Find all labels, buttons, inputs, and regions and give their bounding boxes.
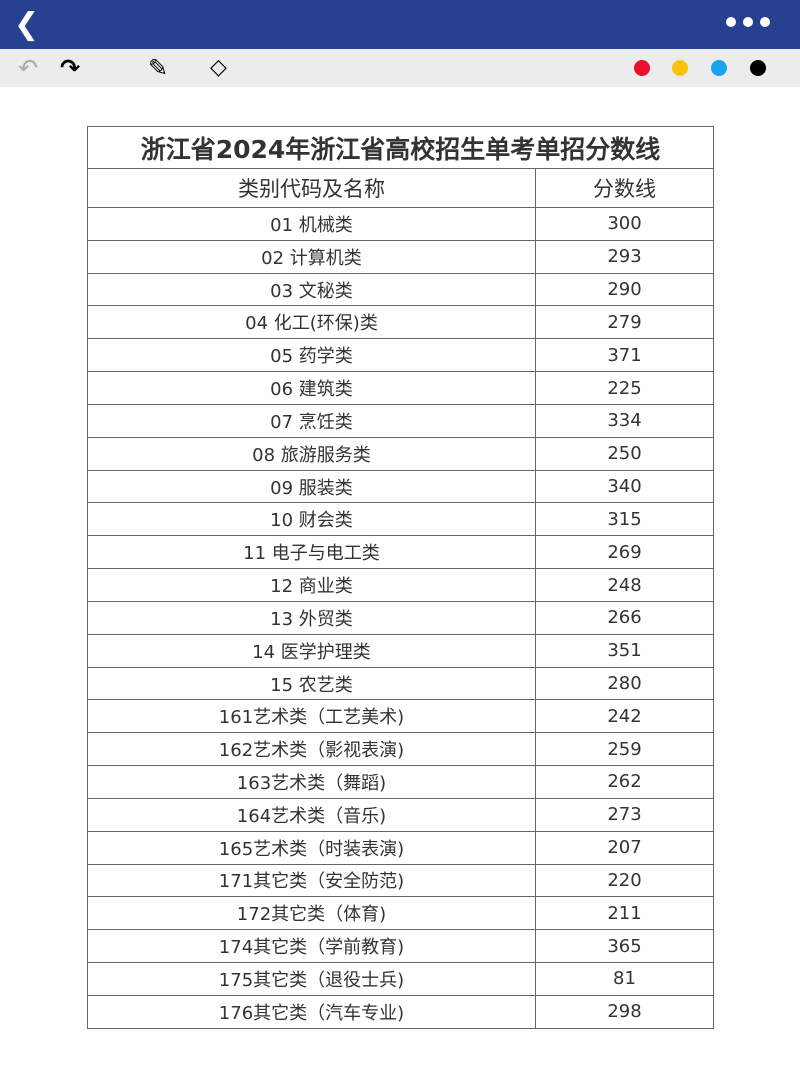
- table-row: 162艺术类（影视表演) 259: [87, 732, 714, 767]
- cell-score: 259: [535, 732, 714, 767]
- pencil-icon[interactable]: ✎: [148, 54, 169, 82]
- table-row: 07 烹饪类 334: [87, 403, 714, 438]
- cell-category: 01 机械类: [87, 207, 536, 241]
- table-row: 03 文秘类 290: [87, 272, 714, 307]
- cell-category: 161艺术类（工艺美术): [87, 699, 536, 734]
- table-row: 08 旅游服务类 250: [87, 436, 714, 471]
- cell-category: 09 服装类: [87, 469, 536, 504]
- table-row: 04 化工(环保)类 279: [87, 305, 714, 340]
- table-row: 10 财会类 315: [87, 502, 714, 537]
- table-row: 176其它类（汽车专业) 298: [87, 994, 714, 1029]
- cell-score: 250: [535, 436, 714, 471]
- undo-icon[interactable]: ↶: [18, 54, 39, 82]
- table-row: 09 服装类 340: [87, 469, 714, 504]
- cell-category: 08 旅游服务类: [87, 436, 536, 471]
- table-row: 14 医学护理类 351: [87, 633, 714, 668]
- cell-score: 351: [535, 633, 714, 668]
- cell-score: 340: [535, 469, 714, 504]
- cell-score: 298: [535, 994, 714, 1029]
- cell-score: 242: [535, 699, 714, 734]
- cell-category: 05 药学类: [87, 338, 536, 373]
- cell-score: 207: [535, 830, 714, 865]
- header-score: 分数线: [535, 168, 714, 208]
- table-row: 161艺术类（工艺美术) 242: [87, 699, 714, 734]
- table-row: 13 外贸类 266: [87, 600, 714, 635]
- top-bar: ❮: [0, 0, 800, 49]
- table-row: 165艺术类（时装表演) 207: [87, 830, 714, 865]
- cell-score: 269: [535, 535, 714, 570]
- table-row: 15 农艺类 280: [87, 666, 714, 701]
- redo-icon[interactable]: ↷: [60, 54, 81, 82]
- color-blue-swatch[interactable]: [711, 60, 727, 76]
- cell-score: 262: [535, 765, 714, 799]
- table-row: 175其它类（退役士兵) 81: [87, 962, 714, 996]
- cell-score: 225: [535, 371, 714, 405]
- score-table: 浙江省2024年浙江省高校招生单考单招分数线 类别代码及名称 分数线 01 机械…: [87, 126, 714, 1029]
- cell-score: 81: [535, 962, 714, 996]
- more-ellipsis-icon[interactable]: [726, 17, 770, 27]
- cell-category: 14 医学护理类: [87, 633, 536, 668]
- header-category: 类别代码及名称: [87, 168, 536, 208]
- cell-score: 266: [535, 600, 714, 635]
- cell-score: 273: [535, 797, 714, 832]
- table-row: 174其它类（学前教育) 365: [87, 929, 714, 964]
- cell-category: 176其它类（汽车专业): [87, 994, 536, 1029]
- drawing-toolbar: ↶ ↷ ✎ ◇: [0, 49, 800, 87]
- color-red-swatch[interactable]: [634, 60, 650, 76]
- table-row: 164艺术类（音乐) 273: [87, 797, 714, 832]
- table-row: 12 商业类 248: [87, 568, 714, 602]
- color-black-swatch[interactable]: [750, 60, 766, 76]
- cell-score: 334: [535, 403, 714, 438]
- table-row: 02 计算机类 293: [87, 239, 714, 274]
- cell-score: 315: [535, 502, 714, 537]
- cell-category: 165艺术类（时装表演): [87, 830, 536, 865]
- cell-score: 300: [535, 207, 714, 241]
- cell-category: 15 农艺类: [87, 666, 536, 701]
- table-row: 171其它类（安全防范) 220: [87, 863, 714, 898]
- cell-category: 07 烹饪类: [87, 403, 536, 438]
- cell-category: 06 建筑类: [87, 371, 536, 405]
- cell-category: 172其它类（体育): [87, 896, 536, 931]
- cell-score: 211: [535, 896, 714, 931]
- color-yellow-swatch[interactable]: [672, 60, 688, 76]
- cell-score: 371: [535, 338, 714, 373]
- table-row: 172其它类（体育) 211: [87, 896, 714, 931]
- cell-category: 162艺术类（影视表演): [87, 732, 536, 767]
- cell-category: 164艺术类（音乐): [87, 797, 536, 832]
- table-row: 06 建筑类 225: [87, 371, 714, 405]
- eraser-icon[interactable]: ◇: [210, 55, 227, 80]
- cell-category: 171其它类（安全防范): [87, 863, 536, 898]
- cell-score: 280: [535, 666, 714, 701]
- cell-category: 04 化工(环保)类: [87, 305, 536, 340]
- cell-score: 279: [535, 305, 714, 340]
- table-row: 05 药学类 371: [87, 338, 714, 373]
- cell-score: 220: [535, 863, 714, 898]
- table-row: 11 电子与电工类 269: [87, 535, 714, 570]
- cell-category: 174其它类（学前教育): [87, 929, 536, 964]
- cell-category: 10 财会类: [87, 502, 536, 537]
- cell-category: 175其它类（退役士兵): [87, 962, 536, 996]
- back-chevron-left-icon[interactable]: ❮: [14, 7, 40, 42]
- cell-category: 12 商业类: [87, 568, 536, 602]
- cell-category: 02 计算机类: [87, 239, 536, 274]
- table-row: 01 机械类 300: [87, 207, 714, 241]
- cell-category: 03 文秘类: [87, 272, 536, 307]
- cell-category: 163艺术类（舞蹈): [87, 765, 536, 799]
- cell-score: 248: [535, 568, 714, 602]
- cell-score: 365: [535, 929, 714, 964]
- cell-category: 11 电子与电工类: [87, 535, 536, 570]
- cell-score: 293: [535, 239, 714, 274]
- table-row: 163艺术类（舞蹈) 262: [87, 765, 714, 799]
- table-title: 浙江省2024年浙江省高校招生单考单招分数线: [87, 126, 714, 169]
- cell-category: 13 外贸类: [87, 600, 536, 635]
- cell-score: 290: [535, 272, 714, 307]
